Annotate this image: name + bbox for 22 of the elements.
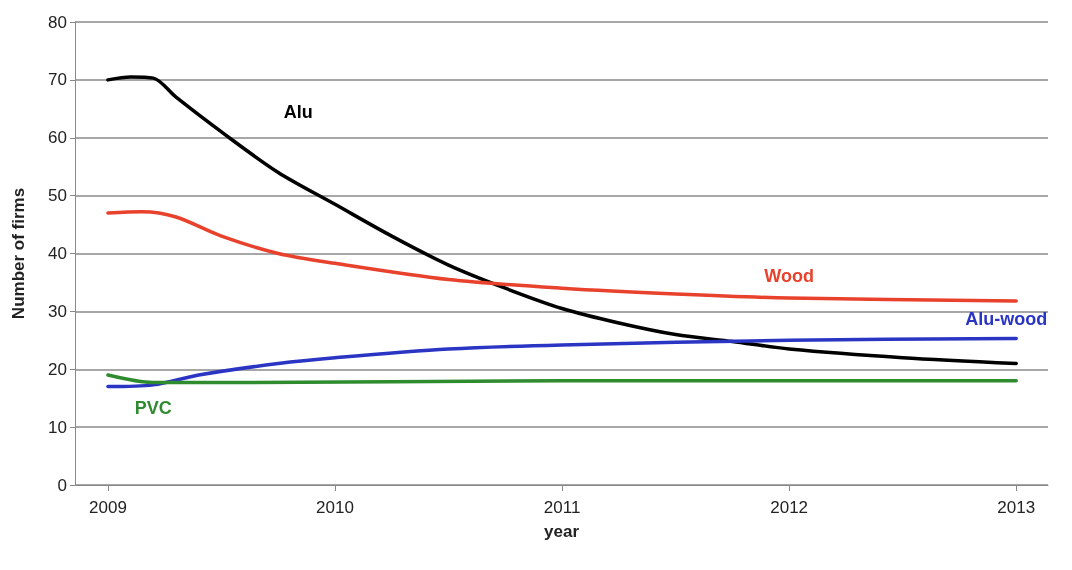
series-label: PVC — [134, 397, 172, 418]
y-tick-label: 80 — [48, 12, 67, 32]
y-tick-label: 50 — [48, 186, 67, 206]
y-tick-label: 30 — [48, 301, 67, 321]
line-series — [106, 210, 1018, 303]
x-tick-label: 2013 — [997, 498, 1036, 517]
x-tick-label: 2010 — [316, 498, 354, 517]
series-label: Wood — [764, 266, 814, 287]
x-tick-label: 2009 — [89, 498, 127, 517]
y-tick-label: 40 — [48, 244, 67, 263]
x-tick-label: 2012 — [770, 498, 809, 517]
x-tick-label: 2011 — [543, 498, 581, 517]
y-tick-label: 10 — [48, 417, 67, 437]
y-axis-title: Number of firms — [9, 187, 28, 320]
line-series — [106, 336, 1018, 389]
text: Alu — [283, 102, 313, 123]
y-tick-label: 70 — [48, 70, 67, 90]
x-axis-title: year — [544, 522, 580, 541]
y-tick-label: 0 — [57, 475, 67, 495]
series-label: Alu-wood — [965, 308, 1048, 329]
y-tick-label: 20 — [48, 359, 67, 379]
y-tick-label: 60 — [48, 128, 67, 148]
